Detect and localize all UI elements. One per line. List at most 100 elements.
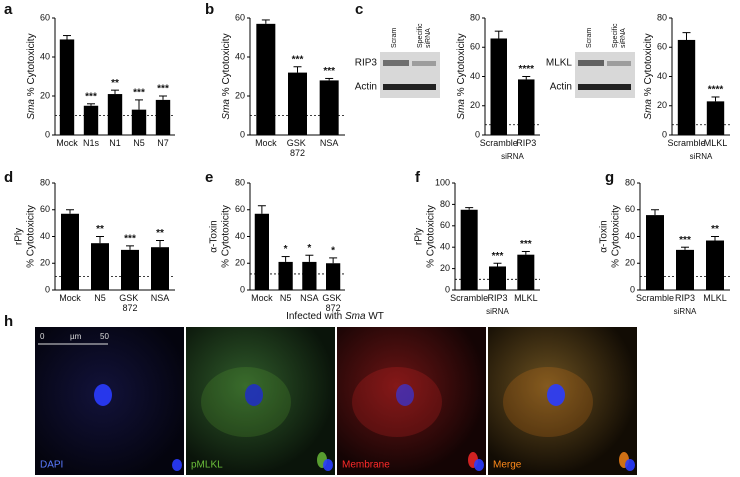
y-tick-label: 0	[630, 284, 635, 294]
significance: ****	[708, 85, 724, 96]
western-blot: Scram Specific siRNA RIP3 Actin	[355, 22, 440, 98]
bar	[107, 94, 123, 135]
y-tick-label: 0	[475, 129, 480, 139]
title-suffix: WT	[368, 311, 384, 322]
y-axis-label-top: α-Toxin	[209, 220, 220, 252]
row-label: Actin	[550, 82, 572, 93]
x-tick-label: NSA	[300, 293, 319, 303]
bar	[319, 80, 339, 135]
y-tick-label: 0	[662, 129, 667, 139]
significance: ***	[679, 235, 691, 246]
significance: ***	[124, 234, 136, 245]
x-tick-label: RIP3	[675, 293, 695, 303]
y-tick-label: 60	[440, 220, 450, 230]
bar	[326, 263, 341, 290]
y-tick-label: 20	[625, 258, 635, 268]
y-axis-label: Sma % Cytotoxicity	[26, 33, 37, 119]
panel-label: d	[4, 169, 13, 186]
x-tick-label: NSA	[151, 293, 170, 303]
y-tick-label: 80	[625, 177, 635, 187]
y-tick-label: 100	[435, 177, 450, 187]
bar	[256, 23, 276, 136]
row-label: RIP3	[355, 58, 378, 69]
nucleus-small	[323, 459, 333, 471]
bar	[518, 79, 535, 135]
y-axis-label: % Cytotoxicity	[221, 205, 232, 268]
y-tick-label: 60	[235, 12, 245, 22]
blot-band	[578, 84, 631, 90]
x-axis-label: siRNA	[674, 307, 697, 316]
y-label-species: Sma	[26, 99, 37, 120]
y-tick-label: 60	[235, 204, 245, 214]
x-tick-label: GSK 872	[287, 138, 309, 158]
blot-image	[575, 52, 635, 98]
x-tick-label: NSA	[320, 138, 339, 148]
bar	[91, 243, 109, 290]
y-label-text: % Cytotoxicity	[221, 33, 232, 96]
y-tick-label: 40	[440, 242, 450, 252]
bar	[131, 109, 147, 135]
y-axis-label: Sma % Cytotoxicity	[643, 33, 654, 119]
significance: ***	[133, 88, 145, 99]
x-tick-label: Mock	[59, 293, 81, 303]
lane-label: Specific siRNA	[417, 22, 432, 48]
y-tick-label: 20	[470, 100, 480, 110]
y-label-text: % Cytotoxicity	[643, 33, 654, 96]
y-tick-label: 0	[445, 284, 450, 294]
panel-label: b	[205, 1, 214, 18]
scale-label: 50	[100, 332, 109, 341]
significance: ***	[157, 84, 169, 95]
y-tick-label: 40	[625, 231, 635, 241]
bar	[490, 38, 507, 135]
x-axis-label: siRNA	[690, 152, 713, 161]
significance: **	[711, 224, 719, 235]
y-tick-label: 40	[235, 51, 245, 61]
x-tick-label: Mock	[251, 293, 273, 303]
nucleus-small	[172, 459, 182, 471]
nucleus	[547, 384, 565, 406]
bar	[706, 101, 725, 135]
panel-label: f	[415, 169, 421, 186]
x-tick-label: MLKL	[703, 293, 727, 303]
significance: ***	[85, 91, 97, 102]
significance: ***	[492, 251, 504, 262]
y-tick-label: 40	[470, 71, 480, 81]
lane-label: Specific siRNA	[612, 22, 627, 48]
x-tick-label: N1	[109, 138, 121, 148]
bar	[517, 254, 535, 290]
y-axis-label: % Cytotoxicity	[26, 205, 37, 268]
y-tick-label: 20	[440, 263, 450, 273]
bar	[460, 209, 478, 290]
bar	[59, 39, 75, 136]
y-tick-label: 60	[657, 42, 667, 52]
significance: **	[156, 228, 164, 239]
x-tick-label: GSK 872	[322, 293, 344, 313]
x-tick-label: Mock	[56, 138, 78, 148]
y-tick-label: 20	[235, 258, 245, 268]
y-tick-label: 80	[440, 199, 450, 209]
bar	[151, 247, 169, 290]
x-tick-label: N1s	[83, 138, 100, 148]
y-tick-label: 40	[657, 71, 667, 81]
y-label-text: % Cytotoxicity	[456, 33, 467, 96]
blot-image	[380, 52, 440, 98]
bar	[155, 99, 171, 135]
bar	[61, 213, 79, 290]
x-tick-label: GSK 872	[119, 293, 141, 313]
x-tick-label: Scramble	[667, 138, 705, 148]
x-tick-label: RIP3	[516, 138, 536, 148]
y-tick-label: 20	[235, 90, 245, 100]
blot-band	[412, 61, 436, 66]
channel-label: DAPI	[40, 460, 63, 471]
y-tick-label: 80	[657, 12, 667, 22]
x-tick-label: N7	[157, 138, 169, 148]
significance: ***	[520, 239, 532, 250]
x-axis-label: siRNA	[501, 152, 524, 161]
blot-band	[383, 84, 436, 90]
bar	[254, 213, 269, 290]
x-axis-label: siRNA	[486, 307, 509, 316]
y-tick-label: 80	[40, 177, 50, 187]
y-axis-label-top: rPly	[414, 228, 425, 245]
